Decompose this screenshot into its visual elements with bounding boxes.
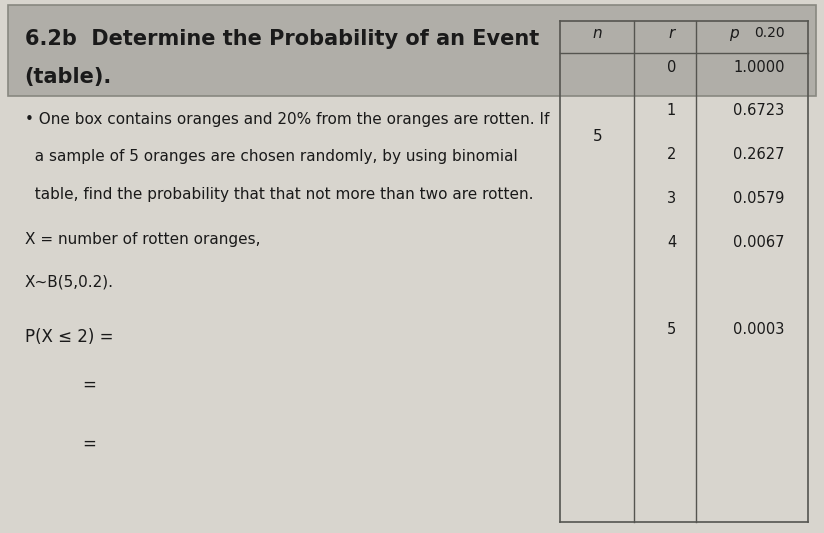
Text: 6.2b  Determine the Probability of an Event: 6.2b Determine the Probability of an Eve…: [25, 29, 539, 50]
Text: table, find the probability that that not more than two are rotten.: table, find the probability that that no…: [25, 187, 533, 201]
Text: 0.0067: 0.0067: [733, 235, 785, 249]
Text: p: p: [729, 26, 739, 41]
Text: 1: 1: [667, 103, 677, 118]
Text: 2: 2: [667, 147, 677, 162]
Text: 1.0000: 1.0000: [733, 60, 785, 75]
Text: P(X ≤ 2) =: P(X ≤ 2) =: [25, 328, 113, 346]
Text: a sample of 5 oranges are chosen randomly, by using binomial: a sample of 5 oranges are chosen randoml…: [25, 149, 517, 164]
Text: n: n: [592, 26, 602, 41]
Text: 0.20: 0.20: [754, 26, 784, 39]
Text: 5: 5: [592, 129, 602, 144]
Text: =: =: [82, 376, 96, 394]
Text: 0.0003: 0.0003: [733, 322, 784, 337]
Text: r: r: [668, 26, 675, 41]
Text: 0.6723: 0.6723: [733, 103, 784, 118]
Text: 5: 5: [667, 322, 677, 337]
Text: =: =: [82, 434, 96, 453]
Text: X~B(5,0.2).: X~B(5,0.2).: [25, 274, 114, 289]
Text: 3: 3: [667, 191, 677, 206]
Text: 0.2627: 0.2627: [733, 147, 785, 162]
Text: X = number of rotten oranges,: X = number of rotten oranges,: [25, 232, 260, 247]
Text: 0.0579: 0.0579: [733, 191, 784, 206]
Text: 4: 4: [667, 235, 677, 249]
Text: 0: 0: [667, 60, 677, 75]
FancyBboxPatch shape: [8, 5, 816, 96]
Text: (table).: (table).: [25, 67, 112, 87]
Text: • One box contains oranges and 20% from the oranges are rotten. If: • One box contains oranges and 20% from …: [25, 112, 549, 127]
